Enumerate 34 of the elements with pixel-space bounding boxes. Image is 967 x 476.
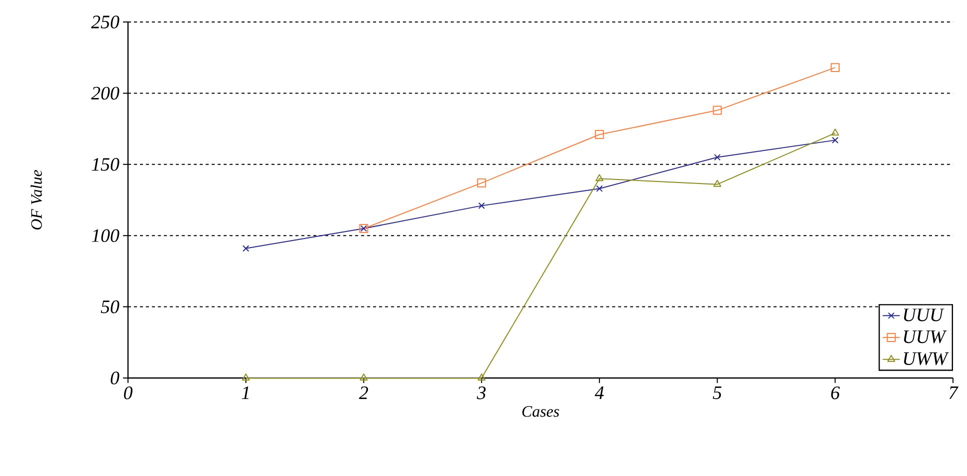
x-tick-label: 7 [949, 386, 958, 399]
x-tick-label: 4 [594, 386, 604, 399]
point [477, 178, 486, 188]
point [831, 128, 840, 136]
point [242, 374, 250, 380]
point [478, 374, 486, 380]
point [242, 245, 250, 252]
x-tick-label: 3 [476, 386, 486, 400]
x-tick-label: 5 [712, 386, 722, 400]
x-tick-label: 2 [359, 386, 368, 400]
y-tick-label: 50 [100, 300, 120, 314]
point [595, 174, 604, 182]
y-tick-label: 100 [92, 229, 120, 242]
point [713, 180, 722, 187]
point [596, 185, 603, 192]
legend-label: UUW [904, 330, 947, 344]
point [360, 374, 368, 380]
y-tick-label: 0 [110, 372, 120, 384]
point [830, 63, 840, 72]
y-tick-label: 150 [92, 158, 120, 171]
point [594, 130, 604, 139]
x-tick-label: 1 [242, 386, 249, 399]
legend-label: UWW [904, 352, 949, 366]
point [832, 136, 838, 144]
legend-label: UUU [904, 308, 944, 322]
y-axis-title: OF Value [30, 170, 42, 230]
y-tick-label: 200 [91, 86, 120, 100]
point [712, 106, 722, 115]
point [714, 154, 721, 161]
x-tick-label: 0 [124, 386, 132, 400]
y-tick-label: 250 [91, 16, 120, 28]
x-axis-title: Cases [522, 406, 560, 417]
x-tick-label: 6 [831, 386, 840, 400]
point [478, 202, 485, 210]
